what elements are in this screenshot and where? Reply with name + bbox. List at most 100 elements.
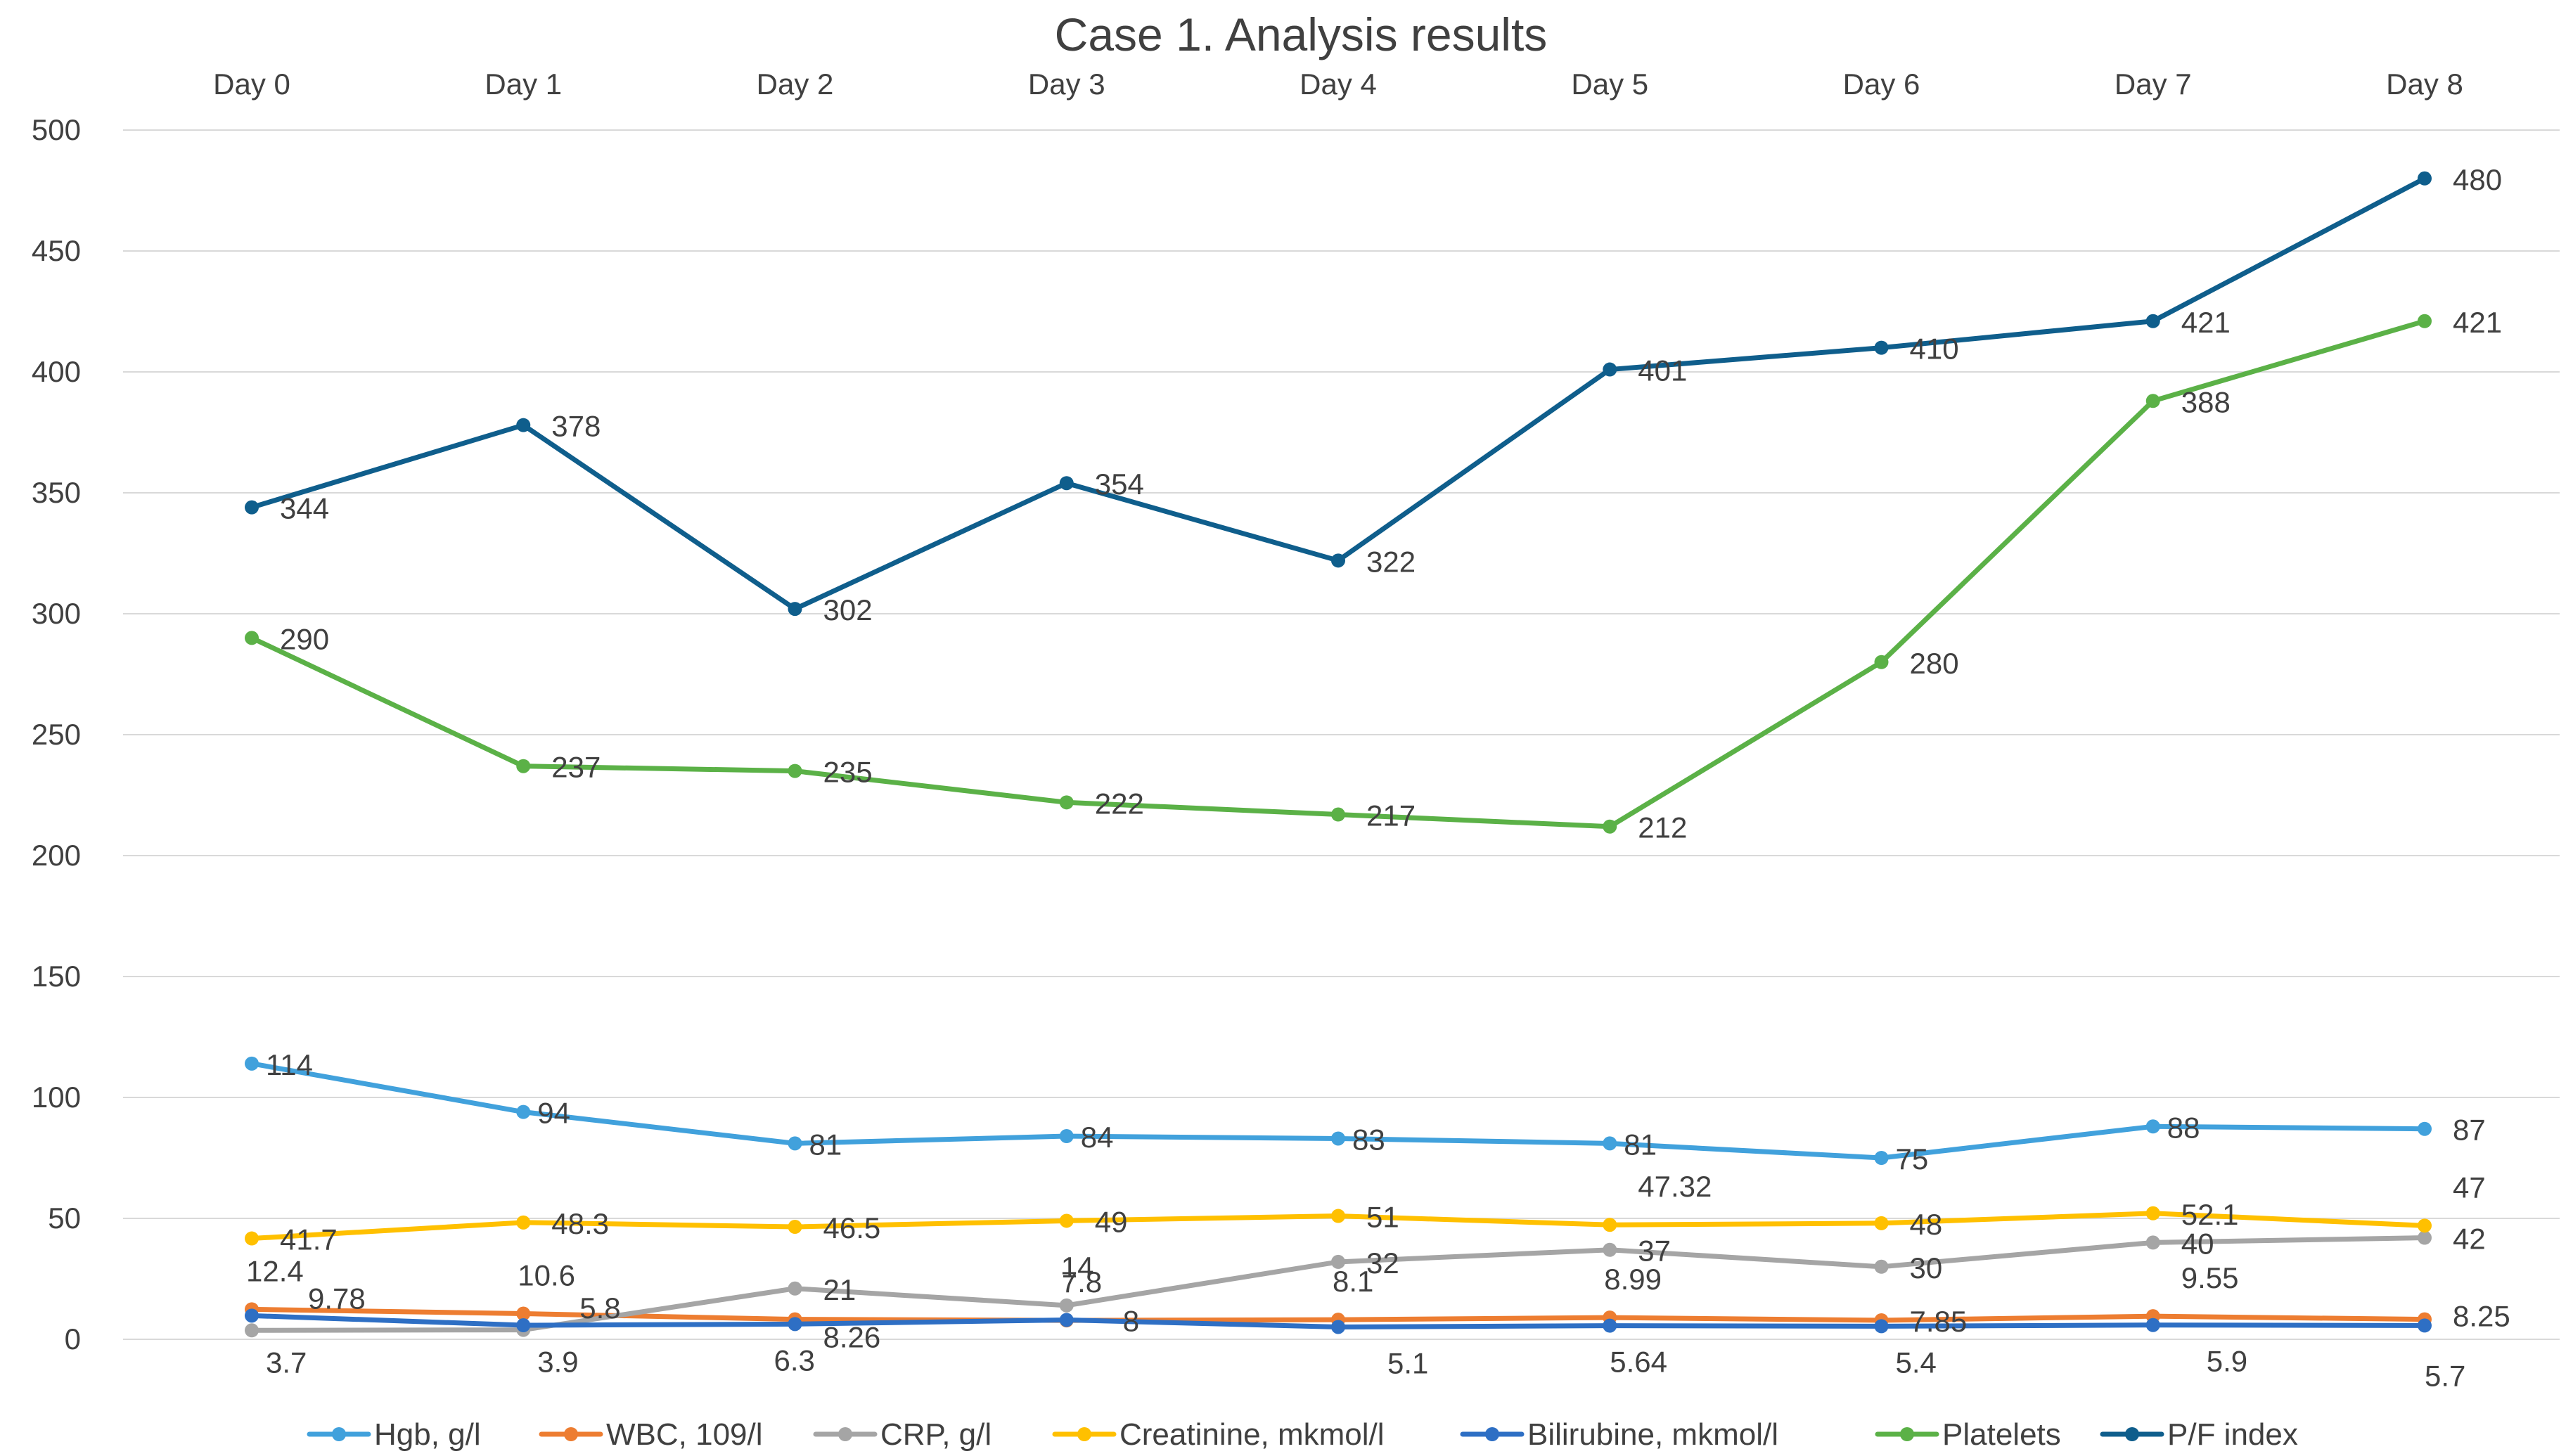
- data-label: 421: [2181, 306, 2231, 339]
- data-point: [1331, 1254, 1345, 1269]
- legend-label: WBC, 109/l: [606, 1417, 763, 1452]
- data-point: [245, 500, 259, 515]
- data-point: [2145, 1206, 2160, 1220]
- data-label: 30: [1910, 1251, 1943, 1284]
- data-point: [1331, 807, 1345, 822]
- data-label: 9.55: [2181, 1261, 2239, 1294]
- data-point: [2418, 1230, 2432, 1245]
- data-point: [788, 1136, 802, 1151]
- data-point: [1059, 1313, 1074, 1327]
- data-point: [245, 1056, 259, 1071]
- data-point: [1059, 1129, 1074, 1144]
- x-tick-label: Day 3: [1028, 67, 1105, 101]
- data-label: 421: [2453, 306, 2502, 339]
- data-label: 12.4: [246, 1254, 304, 1287]
- data-label: 3.9: [537, 1346, 578, 1379]
- data-label: 237: [551, 751, 601, 784]
- data-label: 48.3: [551, 1207, 609, 1240]
- data-point: [1874, 340, 1889, 355]
- data-label: 83: [1352, 1123, 1385, 1156]
- data-label: 81: [1624, 1128, 1657, 1161]
- data-point: [1603, 1318, 1617, 1333]
- data-point: [1059, 1298, 1074, 1313]
- data-label: 410: [1910, 333, 1959, 366]
- y-tick-label: 0: [65, 1322, 81, 1355]
- data-point: [1059, 795, 1074, 810]
- y-tick-label: 400: [32, 355, 81, 388]
- legend-label: Platelets: [1942, 1417, 2061, 1452]
- data-point: [1603, 1218, 1617, 1232]
- y-tick-label: 300: [32, 597, 81, 630]
- data-point: [1603, 362, 1617, 377]
- data-point: [2145, 1119, 2160, 1134]
- data-point: [245, 631, 259, 645]
- data-label: 6.3: [774, 1344, 815, 1377]
- data-point: [245, 1323, 259, 1338]
- legend-swatch-marker: [564, 1427, 578, 1441]
- data-label: 5.9: [2207, 1345, 2247, 1378]
- x-tick-label: Day 8: [2386, 67, 2463, 101]
- legend-label: Bilirubine, mkmol/l: [1527, 1417, 1778, 1452]
- data-label: 217: [1366, 799, 1416, 832]
- data-label: 290: [280, 622, 329, 655]
- y-tick-label: 50: [48, 1201, 81, 1235]
- data-label: 222: [1095, 787, 1144, 820]
- data-label: 46.5: [823, 1211, 881, 1244]
- data-label: 75: [1896, 1142, 1929, 1175]
- data-label: 8.26: [823, 1321, 881, 1354]
- data-label: 5.4: [1896, 1346, 1937, 1379]
- legend-label: Hgb, g/l: [374, 1417, 481, 1452]
- data-label: 8: [1123, 1304, 1139, 1337]
- data-point: [516, 1104, 531, 1119]
- data-point: [2418, 1218, 2432, 1233]
- data-label: 88: [2167, 1111, 2200, 1144]
- y-tick-label: 500: [32, 113, 81, 146]
- data-point: [1331, 1209, 1345, 1223]
- data-point: [2145, 1235, 2160, 1250]
- data-point: [516, 1215, 531, 1230]
- data-point: [516, 1318, 531, 1333]
- data-point: [2418, 1318, 2432, 1333]
- data-label: 7.85: [1910, 1305, 1968, 1338]
- data-point: [1874, 1319, 1889, 1334]
- data-label: 8.1: [1333, 1265, 1373, 1298]
- data-point: [2418, 314, 2432, 328]
- data-point: [1331, 1320, 1345, 1334]
- x-tick-label: Day 7: [2115, 67, 2192, 101]
- data-label: 344: [280, 492, 329, 525]
- data-point: [788, 1281, 802, 1296]
- legend: Hgb, g/l WBC, 109/l CRP, g/l Creatinine, mk…: [307, 1417, 2298, 1452]
- data-label: 41.7: [280, 1223, 338, 1256]
- data-point: [2418, 1121, 2432, 1136]
- data-label: 5.64: [1610, 1346, 1667, 1379]
- data-label: 84: [1081, 1121, 1114, 1154]
- x-tick-label: Day 4: [1300, 67, 1377, 101]
- data-label: 21: [823, 1273, 856, 1306]
- data-point: [1059, 476, 1074, 491]
- data-label: 49: [1095, 1205, 1128, 1238]
- data-point: [1874, 1259, 1889, 1274]
- data-point: [245, 1231, 259, 1246]
- data-label: 8.25: [2453, 1300, 2510, 1333]
- data-label: 480: [2453, 163, 2502, 196]
- legend-swatch-marker: [838, 1427, 852, 1441]
- data-label: 280: [1910, 647, 1959, 680]
- legend-swatch-marker: [1485, 1427, 1499, 1441]
- x-tick-label: Day 1: [485, 67, 562, 101]
- data-label: 5.8: [579, 1291, 620, 1325]
- data-label: 37: [1638, 1235, 1671, 1268]
- data-label: 42: [2453, 1223, 2486, 1256]
- data-point: [788, 1317, 802, 1332]
- data-label: 94: [537, 1097, 570, 1130]
- data-point: [1603, 1136, 1617, 1151]
- data-point: [1331, 553, 1345, 568]
- legend-label: P/F index: [2167, 1417, 2298, 1452]
- data-label: 47: [2453, 1171, 2486, 1204]
- legend-item: WBC, 109/l: [539, 1417, 763, 1452]
- data-point: [2145, 394, 2160, 408]
- data-point: [2145, 1318, 2160, 1332]
- data-label: 48: [1910, 1208, 1943, 1241]
- data-point: [788, 1220, 802, 1235]
- data-point: [1874, 1151, 1889, 1165]
